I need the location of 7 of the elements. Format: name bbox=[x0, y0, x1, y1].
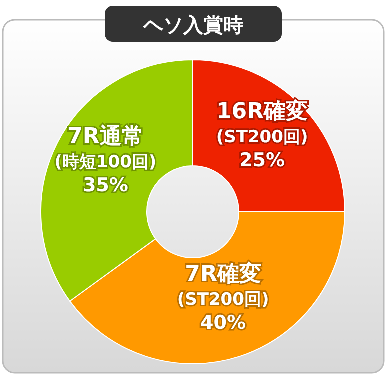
data-label: 25% bbox=[240, 150, 286, 172]
slice-label: 16R確変 (ST200回) bbox=[216, 98, 308, 148]
slice-label: 7R通常 (時短100回) bbox=[54, 124, 157, 173]
chart-title: ヘソ入賞時 bbox=[142, 13, 244, 37]
data-label: 40% bbox=[200, 312, 246, 334]
data-label: 35% bbox=[82, 174, 128, 197]
slice-label: 7R確変 (ST200回) bbox=[177, 261, 270, 310]
